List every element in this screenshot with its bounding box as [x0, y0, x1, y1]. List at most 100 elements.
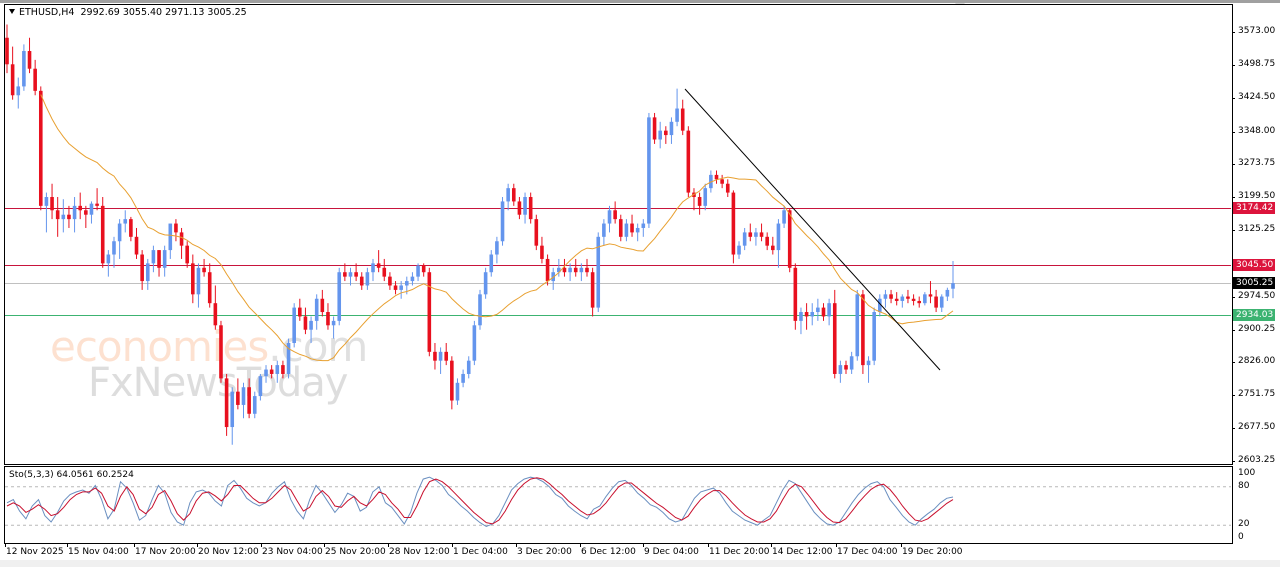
- bear-candle: [247, 387, 251, 414]
- symbol-header[interactable]: ETHUSD,H4 2992.69 3055.40 2971.13 3005.2…: [9, 7, 247, 18]
- bull-candle: [275, 365, 280, 374]
- price-axis-label: 3498.75: [1238, 58, 1276, 69]
- bear-candle: [179, 232, 184, 246]
- bull-candle: [500, 201, 505, 242]
- bull-candle: [754, 232, 758, 237]
- price-tick: [1232, 64, 1235, 66]
- time-tick: [324, 543, 325, 547]
- bear-candle: [928, 294, 933, 297]
- bear-candle: [140, 254, 144, 282]
- bull-candle: [849, 356, 854, 370]
- bear-candle: [5, 37, 9, 65]
- time-tick: [5, 543, 6, 547]
- time-axis-label: 3 Dec 20:00: [517, 547, 572, 557]
- bear-candle: [207, 272, 212, 304]
- time-axis-label: 25 Nov 20:00: [325, 547, 386, 557]
- bear-candle: [388, 276, 392, 286]
- stochastic-pane[interactable]: [4, 466, 1233, 544]
- stochastic-label: Sto(5,3,3) 64.0561 60.2524: [9, 470, 134, 480]
- bull-candle: [292, 307, 296, 343]
- bottom-scroll-strip[interactable]: [0, 560, 1280, 567]
- bear-candle: [787, 210, 792, 268]
- time-tick: [388, 543, 389, 547]
- bear-candle: [427, 272, 432, 352]
- bull-candle: [827, 303, 831, 317]
- bull-candle: [89, 203, 94, 215]
- bear-candle: [376, 263, 381, 268]
- bull-candle: [337, 272, 342, 321]
- bull-candle: [675, 108, 679, 122]
- bear-candle: [134, 236, 139, 255]
- bull-candle: [641, 223, 646, 228]
- price-tick: [1232, 296, 1235, 298]
- bear-candle: [320, 298, 325, 313]
- bear-candle: [129, 219, 133, 237]
- price-chart-pane[interactable]: [4, 4, 1233, 465]
- price-axis-label: 2603.25: [1238, 455, 1276, 465]
- bull-candle: [196, 267, 201, 295]
- bull-candle: [365, 272, 370, 286]
- bear-candle: [911, 298, 916, 301]
- bull-candle: [399, 285, 403, 290]
- bear-candle: [793, 267, 798, 321]
- bull-candle: [551, 272, 556, 282]
- bull-candle: [782, 210, 786, 224]
- bear-candle: [382, 267, 387, 277]
- bear-candle: [393, 285, 398, 290]
- bear-candle: [433, 351, 437, 361]
- bear-candle: [185, 245, 189, 264]
- bear-candle: [100, 205, 105, 264]
- bull-candle: [410, 276, 415, 282]
- bull-candle: [348, 272, 353, 277]
- bull-candle: [117, 223, 122, 242]
- bear-candle: [213, 303, 218, 326]
- bear-candle: [618, 219, 623, 237]
- price-tag-current-price: 3005.25: [1233, 277, 1275, 290]
- bear-candle: [236, 391, 240, 405]
- stochastic-axis-label: 80: [1238, 480, 1250, 491]
- bear-candle: [821, 307, 826, 317]
- bear-candle: [906, 296, 910, 299]
- price-axis-label: 3199.50: [1238, 191, 1276, 202]
- bull-candle: [596, 236, 601, 308]
- bear-candle: [444, 351, 449, 361]
- time-tick: [580, 543, 581, 547]
- bull-candle: [472, 325, 477, 361]
- bull-candle: [162, 250, 167, 268]
- bear-candle: [354, 272, 358, 277]
- bear-candle: [917, 300, 922, 304]
- bear-candle: [298, 307, 302, 317]
- bull-candle: [838, 365, 843, 374]
- bull-candle: [314, 298, 319, 321]
- bull-candle: [72, 205, 77, 220]
- bear-candle: [95, 203, 99, 206]
- bear-candle: [174, 223, 178, 233]
- bull-candle: [455, 382, 460, 401]
- price-tick: [1232, 461, 1235, 462]
- bear-candle: [421, 265, 426, 273]
- time-axis-label: 17 Nov 20:00: [135, 547, 196, 557]
- bull-candle: [951, 283, 955, 289]
- time-axis-label: 12 Nov 2025: [6, 547, 64, 557]
- watermark-economies: economies.com: [50, 322, 368, 371]
- bull-candle: [230, 391, 235, 428]
- watermark-economies-text: economies: [50, 322, 269, 371]
- time-tick: [901, 543, 902, 547]
- bear-candle: [84, 210, 88, 215]
- bull-candle: [241, 387, 246, 405]
- bear-candle: [725, 183, 730, 193]
- bull-candle: [61, 214, 66, 220]
- price-tick: [1232, 32, 1235, 33]
- bear-candle: [697, 197, 702, 206]
- bear-candle: [630, 223, 634, 233]
- bull-candle: [22, 51, 26, 87]
- bear-candle: [55, 210, 60, 220]
- bull-candle: [44, 197, 49, 206]
- bear-candle: [771, 245, 775, 251]
- bear-candle: [894, 298, 899, 301]
- time-tick: [708, 543, 709, 547]
- dropdown-triangle-icon[interactable]: [9, 9, 15, 14]
- bull-candle: [883, 294, 888, 299]
